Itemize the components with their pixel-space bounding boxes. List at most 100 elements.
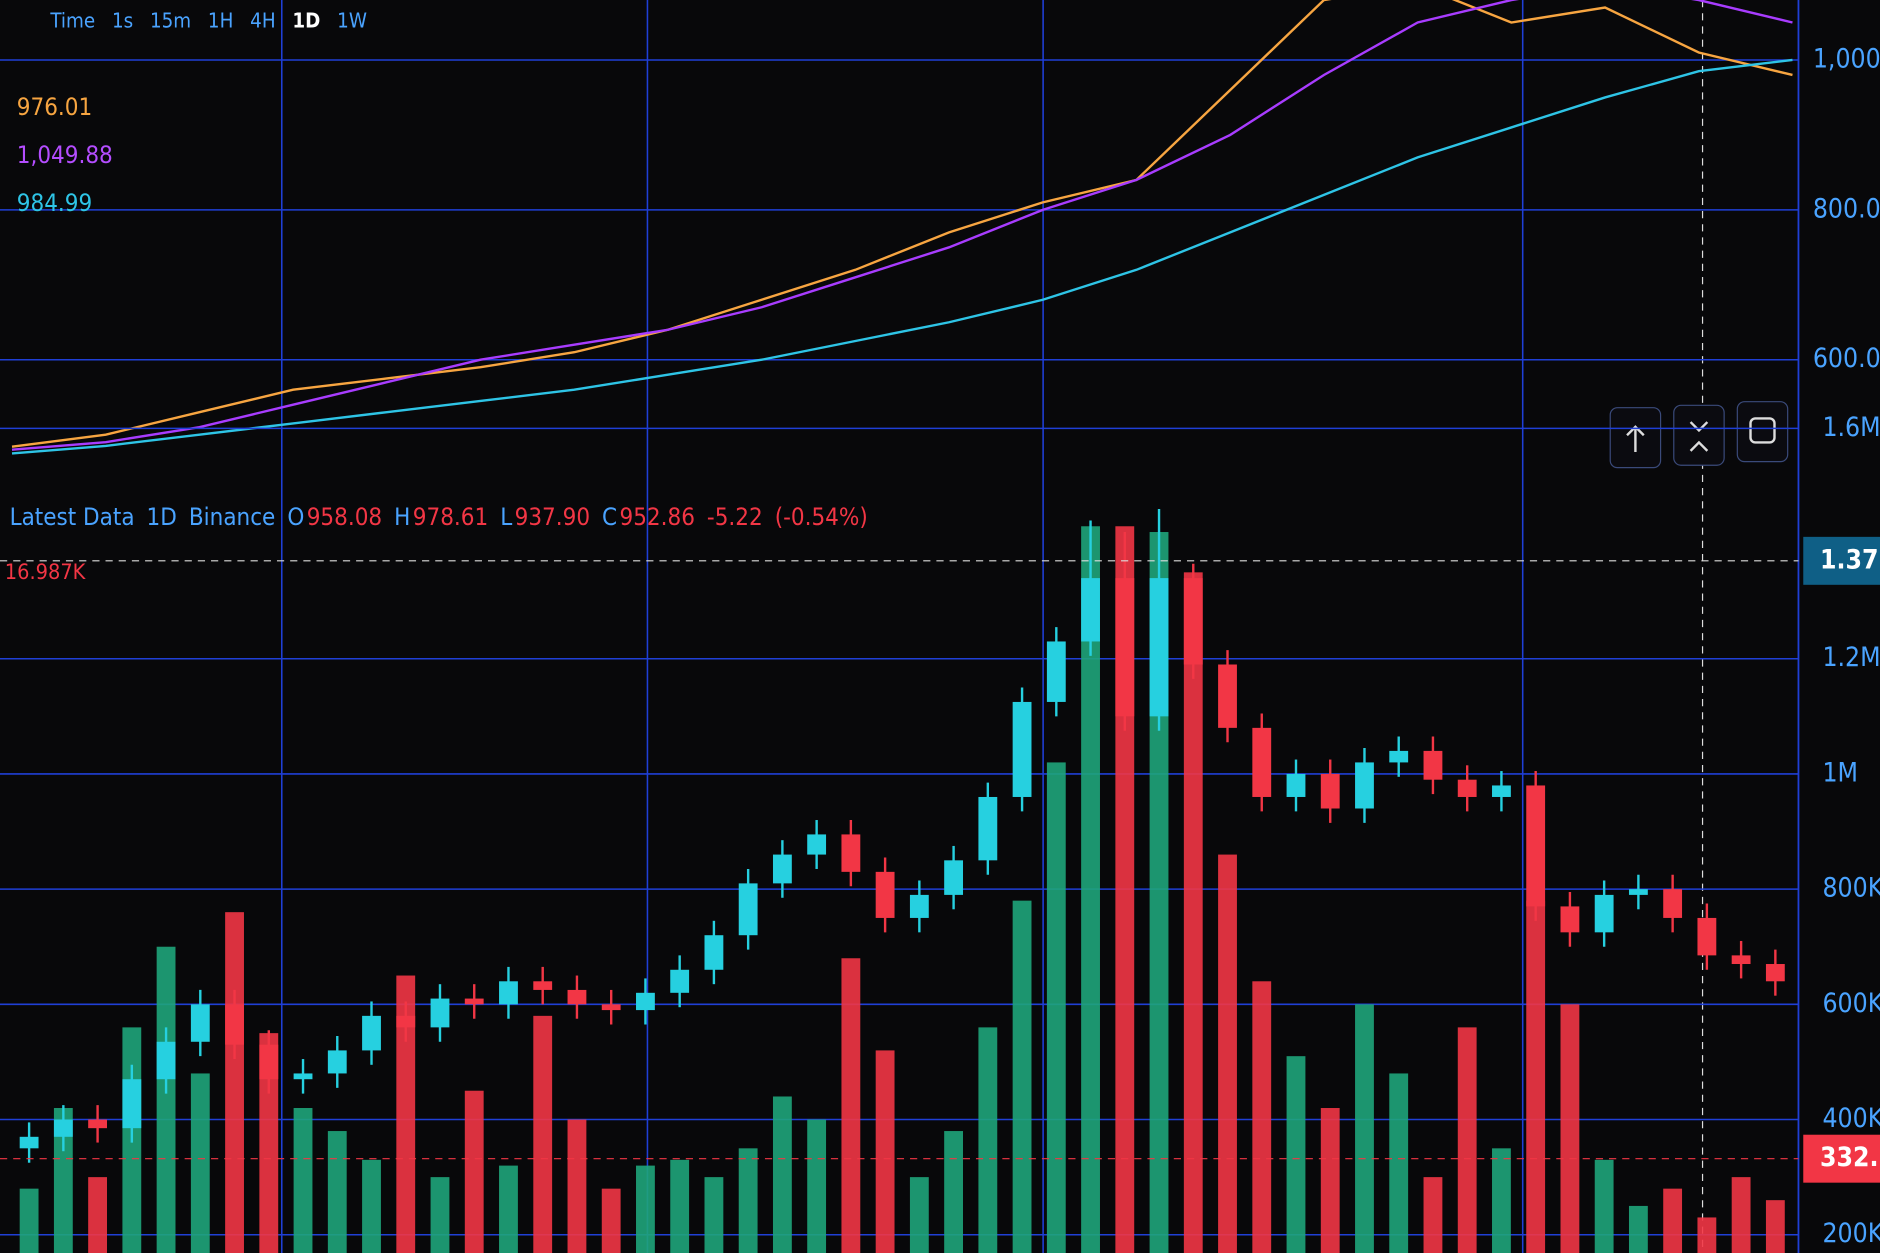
candle-body [772, 854, 792, 884]
candle-body [499, 981, 518, 1005]
indicator-value: 984.99 [17, 189, 92, 217]
candle-body [1389, 750, 1409, 763]
toolbar-item[interactable]: Time [49, 9, 95, 33]
toolbar-item[interactable]: 15m [150, 9, 191, 33]
indicator-value: 976.01 [17, 93, 92, 121]
legend-interval: 1D [147, 503, 177, 531]
candle-body [1628, 889, 1648, 895]
y-tick-label: 400K [1822, 1104, 1880, 1134]
candle-body [53, 1119, 73, 1137]
candle-body [1663, 889, 1683, 918]
volume-bar [53, 1108, 73, 1253]
volume-bar [1765, 1200, 1785, 1253]
volume-bar [567, 1119, 587, 1253]
legend-exchange: Binance [189, 503, 275, 531]
candle-body [944, 860, 964, 895]
volume-bar [704, 1177, 724, 1253]
candle-body [156, 1041, 176, 1080]
y-tick-label: 800.0 [1813, 194, 1880, 224]
candle-body [1252, 727, 1272, 797]
y-tick-label: 600K [1822, 989, 1880, 1019]
candle-body [1012, 701, 1032, 797]
candle-body [1423, 750, 1443, 780]
volume-bar [601, 1188, 621, 1253]
ohlc-key: C [602, 503, 617, 531]
volume-bar [670, 1159, 690, 1253]
button-collapse[interactable] [1673, 404, 1725, 466]
price-label-box [1803, 536, 1880, 585]
candle-body [1731, 955, 1751, 965]
ma-line [11, 58, 1793, 455]
volume-bar [362, 1159, 381, 1253]
icon-up [1626, 425, 1645, 453]
candle-body [567, 989, 587, 1005]
volume-bar [1218, 854, 1237, 1253]
candle-body [396, 1015, 416, 1028]
candle-body [293, 1073, 313, 1080]
ohlc-value: 952.86 [619, 503, 694, 531]
volume-bar [1389, 1073, 1409, 1253]
ohlc-key: L [500, 503, 512, 531]
candle-body [190, 1004, 210, 1042]
candle-body [1218, 664, 1237, 728]
volume-bar [1081, 526, 1100, 1253]
toolbar-item[interactable]: 1H [208, 9, 233, 33]
volume-bar [738, 1148, 758, 1253]
volume-bar [978, 1027, 998, 1253]
candle-body [670, 969, 690, 993]
legend-change: -5.22 [707, 503, 763, 531]
volume-bar [944, 1131, 964, 1253]
volume-bar [1355, 1004, 1374, 1253]
volume-value: 16.987K [5, 560, 87, 585]
volume-bar [1457, 1027, 1477, 1253]
volume-bar [1731, 1177, 1751, 1253]
candle-body [1457, 779, 1477, 797]
volume-bar [1697, 1217, 1717, 1253]
candle-body [1149, 578, 1169, 717]
volume-bar [1560, 1004, 1580, 1253]
candle-body [19, 1136, 39, 1149]
candle-body [807, 834, 827, 855]
y-tick-label: 1.6M [1822, 413, 1880, 443]
toolbar-item[interactable]: 1s [112, 9, 133, 33]
y-tick-label: 1,000 [1813, 44, 1880, 74]
volume-bar [19, 1188, 39, 1253]
candle-body [978, 796, 998, 861]
volume-bar [909, 1177, 929, 1253]
ohlc-key: O [287, 503, 304, 531]
y-tick-label: 800K [1822, 874, 1880, 904]
volume-bar [464, 1090, 484, 1253]
button-maximize[interactable] [1736, 401, 1789, 463]
candle-body [1046, 641, 1066, 702]
candle-body [738, 883, 758, 936]
volume-bar [1183, 572, 1203, 1253]
price-label: 1.37 [1820, 545, 1879, 575]
volume-bar [636, 1165, 655, 1253]
volume-bar [875, 1050, 895, 1253]
candle-body [841, 834, 861, 872]
volume-bar [1286, 1056, 1306, 1253]
volume-bar [190, 1073, 210, 1253]
candle-body [1765, 964, 1785, 982]
candle-body [362, 1015, 381, 1051]
toolbar-item[interactable]: 4H [250, 9, 275, 33]
toolbar-item[interactable]: 1W [337, 9, 367, 33]
candle-body [327, 1050, 347, 1074]
candle-body [88, 1119, 108, 1129]
candle-body [1594, 894, 1614, 933]
ma-line [11, 0, 1793, 451]
volume-bar [327, 1131, 347, 1253]
ohlc-value: 937.90 [515, 503, 590, 531]
volume-bar [772, 1096, 792, 1253]
volume-bar [396, 975, 416, 1253]
candle-body [909, 894, 929, 918]
candle-body [601, 1004, 621, 1011]
volume-bar [807, 1119, 827, 1253]
toolbar-item[interactable]: 1D [292, 9, 320, 33]
y-tick-label: 1M [1822, 758, 1858, 788]
ohlc-key: H [394, 503, 410, 531]
candle-body [1320, 773, 1340, 809]
candle-body [704, 935, 724, 970]
volume-bar [1046, 762, 1066, 1253]
candle-body [1286, 773, 1306, 797]
